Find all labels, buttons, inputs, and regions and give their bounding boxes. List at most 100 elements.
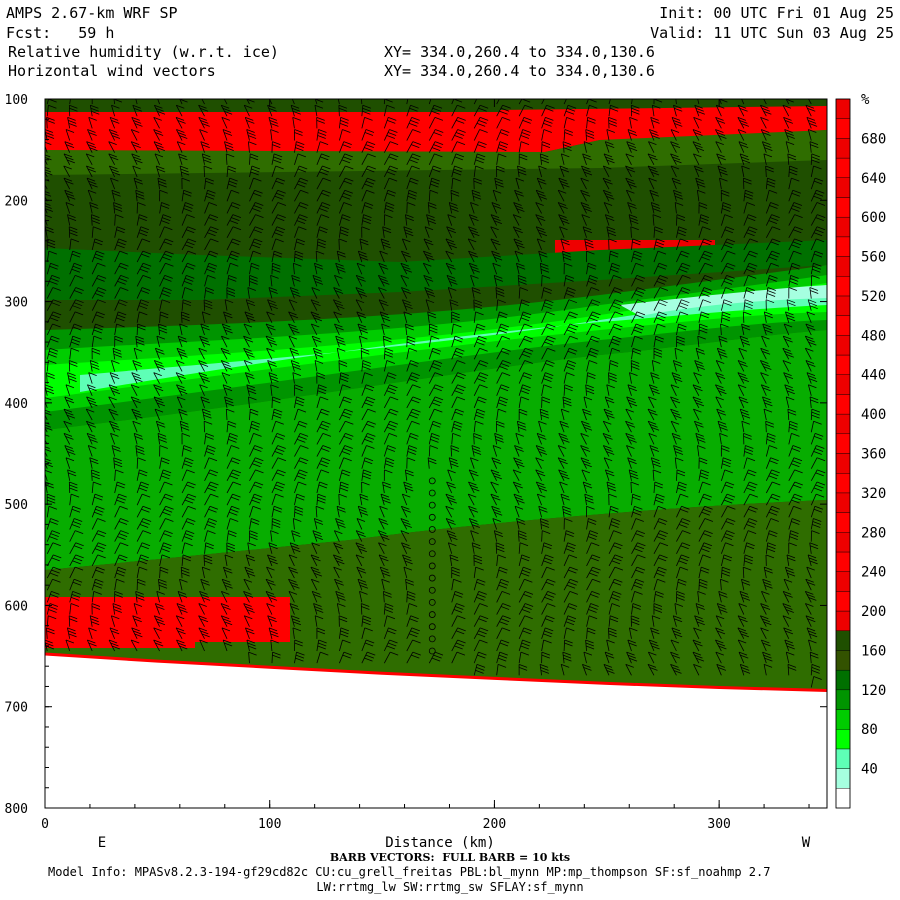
wind-barb-flag bbox=[65, 192, 75, 197]
wind-barb-flag bbox=[410, 630, 419, 635]
wind-barb bbox=[788, 421, 791, 433]
wind-barb-flag bbox=[141, 238, 151, 243]
wind-barb-flag bbox=[769, 205, 778, 209]
wind-barb-flag bbox=[367, 651, 376, 656]
wind-barb-flag bbox=[741, 414, 751, 419]
wind-barb-flag bbox=[88, 436, 97, 440]
wind-barb-flag bbox=[134, 414, 143, 419]
wind-barb-flag bbox=[564, 642, 573, 647]
wind-barb bbox=[69, 554, 76, 567]
wind-barb-flag bbox=[540, 414, 550, 419]
wind-barb bbox=[541, 99, 545, 105]
wind-barb bbox=[45, 627, 48, 639]
wind-barb-flag bbox=[473, 433, 482, 437]
wind-barb bbox=[114, 323, 117, 336]
wind-barb-flag bbox=[701, 548, 710, 553]
wind-barb-flag bbox=[569, 323, 579, 328]
wind-barb-flag bbox=[814, 436, 823, 440]
wind-barb-flag bbox=[176, 347, 186, 352]
wind-barb-flag bbox=[179, 99, 188, 103]
wind-barb-flag bbox=[359, 493, 368, 498]
wind-barb-flag bbox=[727, 518, 736, 522]
wind-barb-flag bbox=[253, 177, 262, 182]
wind-barb-flag bbox=[411, 372, 420, 376]
wind-barb-flag bbox=[162, 217, 171, 221]
wind-barb-flag bbox=[817, 214, 826, 218]
wind-barb-flag bbox=[492, 496, 501, 501]
wind-barb-flag bbox=[792, 205, 801, 209]
wind-barb-flag bbox=[249, 278, 258, 282]
wind-barb bbox=[539, 664, 543, 676]
wind-barb-flag bbox=[610, 505, 619, 510]
wind-barb bbox=[316, 153, 322, 165]
wind-barb-flag bbox=[522, 314, 531, 319]
wind-barb bbox=[451, 178, 454, 190]
wind-barb-flag bbox=[184, 244, 194, 249]
wind-barb-flag bbox=[473, 305, 483, 310]
wind-barb-flag bbox=[206, 448, 215, 452]
wind-barb-flag bbox=[525, 93, 533, 96]
wind-barb-flag bbox=[229, 177, 238, 182]
wind-barb bbox=[361, 165, 369, 178]
wind-barb bbox=[445, 493, 453, 506]
wind-barb-flag bbox=[676, 594, 685, 598]
wind-barb bbox=[361, 153, 369, 166]
wind-barb-flag bbox=[51, 314, 60, 319]
wind-barb bbox=[114, 566, 119, 579]
wind-barb bbox=[559, 421, 565, 433]
wind-barb-flag bbox=[201, 326, 210, 331]
wind-barb bbox=[136, 542, 143, 554]
wind-barb-flag bbox=[700, 472, 709, 477]
wind-barb-flag bbox=[71, 268, 81, 273]
wind-barb bbox=[541, 372, 546, 384]
wind-barb bbox=[765, 202, 771, 214]
wind-barb bbox=[585, 384, 587, 396]
wind-barb-flag bbox=[254, 189, 263, 194]
wind-barb-flag bbox=[632, 256, 642, 261]
wind-barb bbox=[698, 481, 703, 494]
wind-barb bbox=[267, 554, 273, 567]
wind-barb bbox=[378, 542, 385, 554]
wind-barb-flag bbox=[313, 278, 323, 282]
wind-barb-flag bbox=[477, 122, 486, 127]
wind-barb bbox=[739, 591, 745, 603]
wind-barb bbox=[653, 311, 660, 323]
wind-barb bbox=[46, 99, 49, 105]
wind-barb-flag bbox=[356, 275, 365, 279]
wind-barb-flag bbox=[771, 505, 780, 510]
wind-barb-flag bbox=[717, 347, 726, 352]
wind-barb bbox=[428, 105, 435, 117]
wind-barb-flag bbox=[116, 578, 125, 583]
wind-barb-flag bbox=[656, 493, 665, 498]
wind-barb bbox=[698, 493, 705, 506]
wind-barb-flag bbox=[221, 116, 231, 121]
wind-barb bbox=[338, 494, 340, 506]
wind-barb-flag bbox=[454, 594, 463, 598]
wind-barb-flag bbox=[719, 433, 728, 437]
wind-barb bbox=[560, 408, 565, 421]
wind-barb-flag bbox=[478, 618, 487, 623]
wind-barb-flag bbox=[244, 615, 253, 620]
wind-barb bbox=[46, 336, 52, 348]
wind-barb-flag bbox=[477, 594, 486, 598]
wind-barb-flag bbox=[697, 439, 706, 443]
wind-barb-flag bbox=[811, 530, 820, 534]
wind-barb-flag bbox=[565, 278, 574, 282]
wind-barb-flag bbox=[717, 93, 725, 96]
wind-barb-flag bbox=[605, 411, 614, 416]
wind-barb bbox=[406, 651, 414, 664]
wind-barb bbox=[361, 615, 364, 627]
wind-barb-flag bbox=[677, 487, 686, 492]
wind-barb-flag bbox=[63, 177, 73, 182]
wind-barb-flag bbox=[333, 287, 342, 291]
wind-barb bbox=[247, 542, 250, 554]
wind-barb-calm bbox=[428, 513, 436, 521]
wind-barb bbox=[738, 652, 745, 664]
wind-barb-flag bbox=[544, 557, 553, 562]
wind-barb bbox=[809, 287, 812, 299]
wind-barb-flag bbox=[388, 116, 397, 121]
wind-barb-flag bbox=[232, 238, 241, 243]
wind-barb bbox=[739, 408, 745, 421]
wind-barb-flag bbox=[134, 93, 142, 96]
wind-barb bbox=[631, 579, 637, 591]
